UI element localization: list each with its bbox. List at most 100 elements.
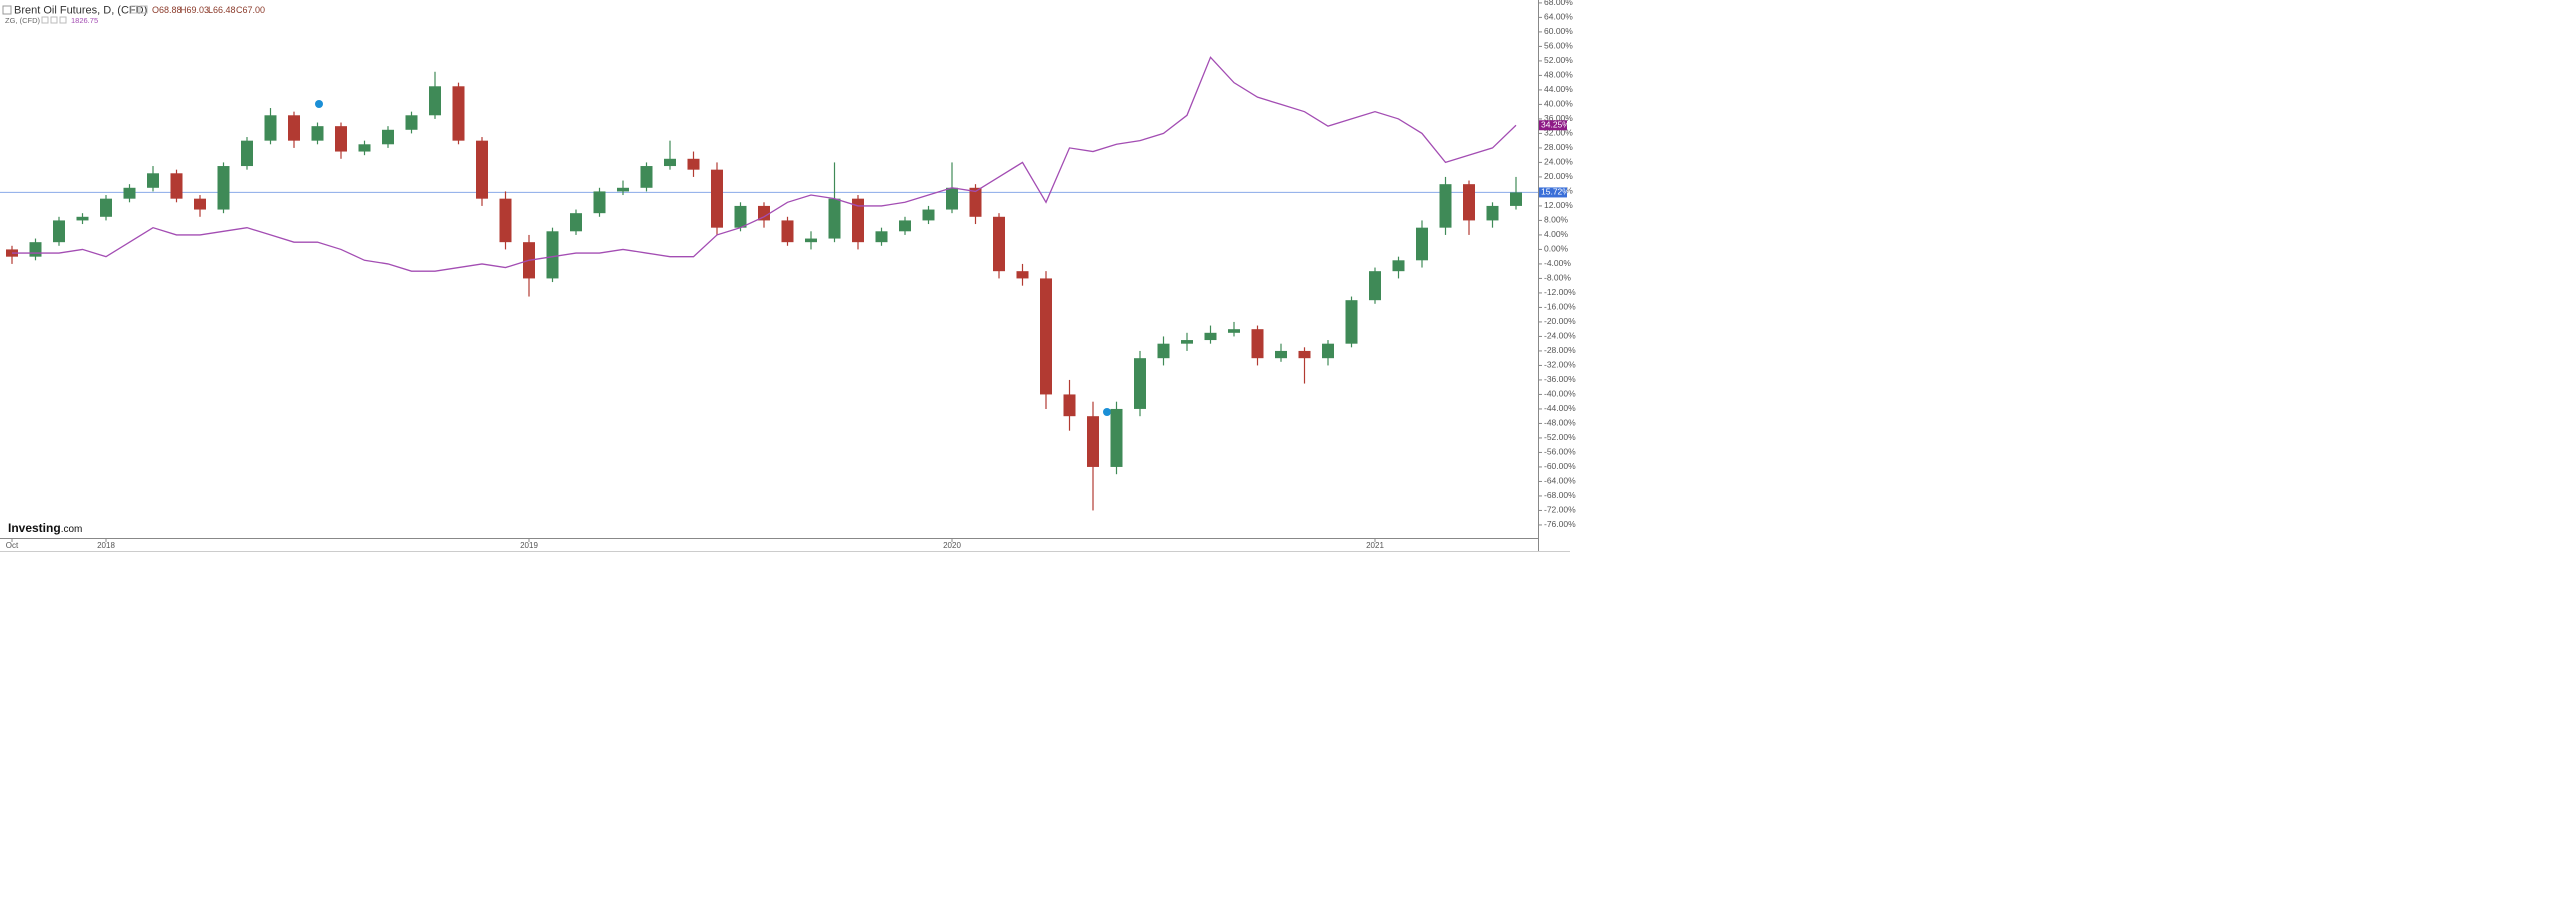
price-line-label: 15.72%: [1541, 187, 1570, 197]
candle-body: [100, 198, 112, 217]
candle-body: [687, 158, 700, 170]
candle-body: [805, 238, 817, 243]
collapse-icon[interactable]: [2, 5, 12, 15]
candle-body: [358, 144, 371, 152]
x-tick-label: 2021: [1366, 541, 1384, 550]
y-tick-label: -24.00%: [1544, 331, 1576, 341]
candle-body: [147, 173, 159, 188]
y-tick-label: -68.00%: [1544, 490, 1576, 500]
candle-body: [335, 126, 347, 152]
y-tick-label: -28.00%: [1544, 345, 1576, 355]
event-marker[interactable]: [1103, 408, 1111, 416]
candle-body: [1439, 184, 1452, 228]
candle-body: [617, 187, 629, 192]
candle-body: [734, 205, 747, 228]
candle-body: [1345, 300, 1358, 344]
candle-body: [311, 126, 324, 141]
y-tick-label: 52.00%: [1544, 55, 1573, 65]
y-tick-label: 0.00%: [1544, 244, 1569, 254]
settings-icon[interactable]: [130, 5, 139, 14]
y-tick-label: 60.00%: [1544, 26, 1573, 36]
y-tick-label: 36.00%: [1544, 113, 1573, 123]
compare-last-label-bg: [1539, 120, 1567, 131]
chart-title: Brent Oil Futures, D, (CFD): [14, 4, 147, 16]
candle-body: [1040, 278, 1052, 395]
y-tick-label: -36.00%: [1544, 374, 1576, 384]
compare-icon[interactable]: [50, 16, 58, 24]
candle-body: [711, 169, 723, 228]
candle-body: [969, 187, 982, 217]
y-tick-label: -8.00%: [1544, 273, 1571, 283]
quote-open: O68.88: [152, 5, 182, 15]
candle-body: [217, 166, 230, 210]
x-tick-label: 2019: [520, 541, 538, 550]
candle-body: [194, 198, 206, 210]
quote-low: L66.48: [208, 5, 236, 15]
logo-suffix: .com: [61, 524, 83, 535]
candle-body: [476, 140, 488, 199]
y-tick-label: 64.00%: [1544, 12, 1573, 22]
candle-body: [1204, 332, 1217, 341]
candle-body: [1157, 343, 1170, 359]
logo-main: Investing: [8, 521, 61, 535]
candle-body: [382, 129, 394, 145]
y-tick-label: 48.00%: [1544, 70, 1573, 80]
x-tick-label: 2018: [97, 541, 115, 550]
logo: Investing.com: [8, 521, 82, 535]
candle-body: [1251, 329, 1264, 359]
candle-body: [429, 86, 441, 116]
y-tick-label: -64.00%: [1544, 476, 1576, 486]
candle-body: [1369, 271, 1381, 301]
candle-body: [1486, 205, 1499, 221]
candle-body: [922, 209, 935, 221]
y-tick-label: 32.00%: [1544, 128, 1573, 138]
y-tick-label: -48.00%: [1544, 418, 1576, 428]
candle-body: [1181, 340, 1193, 344]
candle-body: [1110, 408, 1123, 467]
quote-close: C67.00: [236, 5, 265, 15]
y-tick-label: 24.00%: [1544, 157, 1573, 167]
y-tick-label: -40.00%: [1544, 389, 1576, 399]
x-tick-label: Oct: [6, 541, 19, 550]
y-tick-label: -76.00%: [1544, 519, 1576, 529]
candle-body: [1416, 227, 1428, 261]
candle-body: [170, 173, 183, 199]
candle-body: [875, 231, 888, 243]
y-tick-label: 12.00%: [1544, 200, 1573, 210]
compare-last-label: 34.25%: [1541, 120, 1570, 130]
candle-body: [852, 198, 864, 243]
candle-body: [1087, 416, 1099, 467]
compare-icon[interactable]: [59, 16, 67, 24]
quote-high: H69.03: [180, 5, 209, 15]
candle-body: [405, 115, 418, 130]
y-tick-label: 8.00%: [1544, 215, 1569, 225]
candle-body: [664, 158, 676, 167]
price-line-label-bg: [1539, 187, 1567, 198]
y-tick-label: -56.00%: [1544, 447, 1576, 457]
candle-body: [288, 115, 300, 141]
y-tick-label: 28.00%: [1544, 142, 1573, 152]
candle-body: [828, 198, 841, 239]
candle-body: [1228, 329, 1240, 333]
compare-icon[interactable]: [41, 16, 49, 24]
candle-body: [899, 220, 911, 232]
candle-body: [452, 86, 465, 141]
y-tick-label: 40.00%: [1544, 99, 1573, 109]
event-marker[interactable]: [315, 100, 323, 108]
candle-body: [993, 216, 1005, 272]
y-tick-label: -12.00%: [1544, 287, 1576, 297]
candle-body: [1134, 358, 1146, 409]
candle-body: [1275, 350, 1287, 359]
y-tick-label: -16.00%: [1544, 302, 1576, 312]
candle-body: [593, 191, 606, 214]
y-tick-label: -72.00%: [1544, 505, 1576, 515]
candle-body: [546, 231, 559, 279]
y-tick-label: -60.00%: [1544, 461, 1576, 471]
candle-body: [1392, 260, 1405, 272]
chart-bg: [0, 0, 2560, 552]
close-icon[interactable]: [139, 5, 148, 14]
candle-body: [76, 216, 89, 221]
candle-body: [29, 242, 42, 257]
y-tick-label: 56.00%: [1544, 41, 1573, 51]
